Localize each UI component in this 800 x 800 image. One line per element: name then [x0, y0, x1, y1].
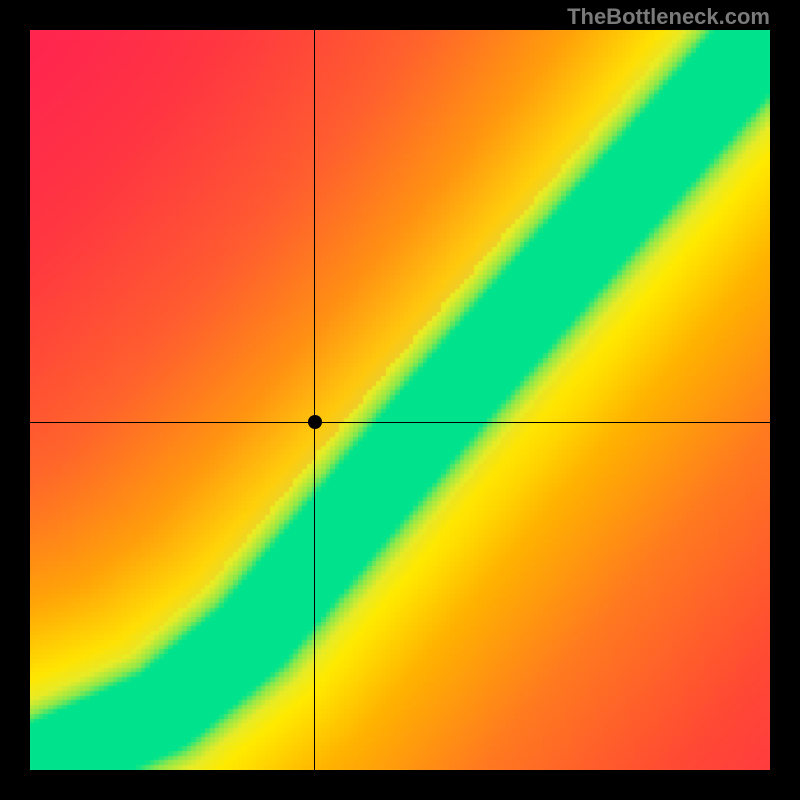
crosshair-vertical	[314, 30, 315, 770]
watermark-label: TheBottleneck.com	[567, 4, 770, 30]
marker-dot	[308, 415, 322, 429]
plot-area	[30, 30, 770, 770]
heatmap-canvas	[30, 30, 770, 770]
crosshair-horizontal	[30, 422, 770, 423]
chart-frame: TheBottleneck.com	[0, 0, 800, 800]
